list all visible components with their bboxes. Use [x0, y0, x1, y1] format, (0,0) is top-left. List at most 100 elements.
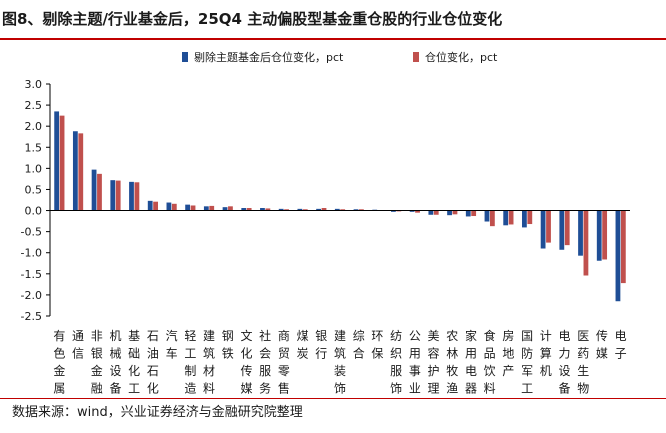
bar-series1 — [110, 180, 116, 211]
bar-series2 — [134, 182, 140, 211]
bar-series1 — [334, 208, 340, 211]
bar-series1 — [278, 208, 284, 211]
y-tick-label: -2.0 — [21, 289, 42, 302]
bar-series2 — [321, 208, 327, 211]
y-tick-label: -1.5 — [21, 268, 42, 281]
x-category-label: 基础化工 — [128, 329, 140, 396]
bar-series1 — [260, 208, 265, 211]
legend-swatch — [182, 52, 188, 62]
bar-series1 — [521, 210, 527, 228]
y-tick-label: 1.0 — [25, 162, 43, 175]
bar-series2 — [209, 205, 215, 211]
x-category-label: 机械设备 — [109, 329, 121, 396]
x-category-label: 公用事业 — [409, 329, 421, 396]
chart-title: 图8、剔除主题/行业基金后，25Q4 主动偏股型基金重仓股的行业仓位变化 — [2, 10, 503, 28]
bar-series2 — [433, 210, 439, 215]
bar-series2 — [359, 209, 364, 211]
bar-series1 — [596, 210, 602, 261]
bar-series2 — [471, 210, 477, 217]
x-category-label: 医药生物 — [577, 329, 589, 396]
legend-label: 仓位变化，pct — [425, 50, 498, 64]
bar-series1 — [129, 181, 134, 211]
y-tick-label: 0.0 — [25, 205, 43, 218]
x-category-label: 家用电器 — [465, 328, 477, 396]
footer-divider — [0, 398, 666, 399]
bar-series2 — [115, 180, 121, 211]
bar-series1 — [54, 111, 60, 211]
y-tick-label: -1.0 — [21, 247, 42, 260]
bar-series1 — [353, 209, 359, 211]
bar-series1 — [241, 208, 247, 211]
bar-series2 — [415, 210, 420, 213]
title-divider — [0, 38, 666, 40]
bar-series2 — [246, 208, 252, 211]
bar-series2 — [508, 210, 514, 225]
y-tick-label: -2.5 — [21, 310, 42, 323]
x-category-label: 环保 — [371, 329, 383, 361]
bar-series2 — [564, 210, 570, 246]
x-category-label: 社会服务 — [259, 328, 271, 396]
bar-series1 — [222, 207, 228, 211]
bar-series2 — [489, 210, 495, 227]
bar-series2 — [302, 209, 308, 211]
bar-series2 — [452, 210, 458, 215]
y-tick-label: -0.5 — [21, 226, 42, 239]
bar-series2 — [583, 210, 589, 276]
bar-series1 — [503, 210, 509, 226]
bar-chart: 3.0 2.5 2.0 1.5 1.0 0.5 0.0 -0.5 -1.0 -1.5 -2.0 -2.… — [21, 50, 630, 396]
x-category-label: 国防军工 — [521, 329, 533, 396]
y-tick-label: 2.0 — [25, 120, 43, 133]
x-category-label: 纺织服饰 — [390, 329, 402, 396]
y-tick-label: 2.5 — [25, 99, 43, 112]
legend-label: 剔除主题基金后仓位变化，pct — [194, 50, 344, 64]
bar-series2 — [190, 205, 196, 211]
bar-series1 — [316, 208, 321, 211]
x-category-label: 电子 — [615, 329, 627, 361]
x-category-label: 房地产 — [502, 328, 514, 378]
x-category-label: 轻工制造 — [184, 329, 196, 396]
bar-series2 — [59, 115, 65, 211]
x-category-label: 煤炭 — [297, 329, 309, 361]
x-category-label: 非银金融 — [91, 329, 103, 396]
bar-series1 — [91, 169, 97, 211]
x-category-label: 汽车 — [166, 328, 178, 361]
bars — [54, 111, 626, 302]
x-category-label: 石油石化 — [147, 329, 159, 396]
bar-series1 — [409, 210, 415, 212]
x-category-label: 建筑装饰 — [334, 329, 346, 396]
bar-series1 — [428, 210, 434, 215]
bar-series2 — [78, 133, 84, 211]
bar-series1 — [166, 202, 172, 211]
x-category-label: 计算机 — [540, 329, 552, 378]
bar-series1 — [185, 204, 191, 211]
y-tick-label: 3.0 — [25, 78, 43, 91]
bar-series2 — [228, 206, 233, 211]
bar-series1 — [297, 208, 303, 211]
bar-series1 — [147, 200, 153, 211]
bar-series1 — [447, 210, 452, 216]
x-category-label: 建筑材料 — [203, 329, 215, 396]
x-category-label: 有色金属 — [53, 329, 65, 396]
bar-series2 — [620, 210, 626, 284]
x-category-label: 商贸零售 — [278, 328, 290, 396]
y-axis: 3.0 2.5 2.0 1.5 1.0 0.5 0.0 -0.5 -1.0 -1.5 -2.0 -2.… — [21, 78, 51, 323]
x-category-label: 农林牧渔 — [446, 329, 458, 396]
bar-series1 — [203, 206, 209, 211]
x-category-label: 电力设备 — [559, 329, 571, 396]
bar-series1 — [615, 210, 621, 302]
bar-series2 — [171, 203, 177, 211]
x-category-label: 文化传媒 — [240, 328, 252, 396]
bar-series2 — [153, 201, 159, 211]
bar-series1 — [465, 210, 471, 217]
bar-series1 — [72, 131, 78, 211]
bar-series2 — [546, 210, 551, 243]
bar-series1 — [578, 210, 583, 256]
bar-series2 — [602, 210, 608, 260]
source-note: 数据来源：wind，兴业证券经济与金融研究院整理 — [12, 405, 303, 420]
x-category-label: 通信 — [72, 329, 84, 361]
x-category-label: 美容护理 — [428, 329, 440, 396]
x-category-label: 综合 — [353, 329, 365, 361]
x-category-label: 银行 — [315, 329, 327, 361]
bar-series2 — [265, 208, 271, 211]
category-labels: 有色金属通信非银金融机械设备基础化工石油石化汽车轻工制造建筑材料钢铁文化传媒社会… — [53, 328, 626, 396]
